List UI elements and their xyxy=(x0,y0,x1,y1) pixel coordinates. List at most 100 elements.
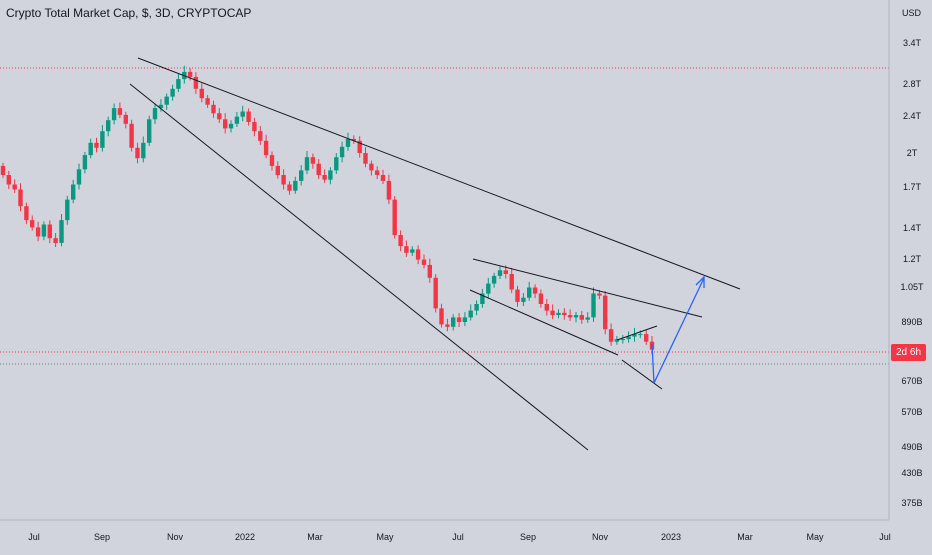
x-tick-label: Sep xyxy=(520,532,536,542)
candle-body xyxy=(24,206,29,221)
x-tick-label: May xyxy=(806,532,824,542)
x-tick-label: Nov xyxy=(592,532,609,542)
x-tick-label: Mar xyxy=(307,532,323,542)
candle-body xyxy=(211,104,216,114)
candle-body xyxy=(129,123,134,148)
candle-body xyxy=(445,324,450,327)
candle-body xyxy=(591,293,596,318)
candle-body xyxy=(620,339,625,341)
candle-body xyxy=(603,295,608,330)
candle-body xyxy=(53,238,58,243)
x-tick-label: May xyxy=(376,532,394,542)
candle-body xyxy=(480,293,485,304)
y-tick-label: 2T xyxy=(907,148,918,158)
candle-body xyxy=(205,98,210,105)
candle-body xyxy=(234,116,240,124)
y-tick-label: 490B xyxy=(901,442,922,452)
candle-body xyxy=(380,175,386,181)
candle-body xyxy=(415,249,421,260)
candle-body xyxy=(626,336,631,340)
candle-body xyxy=(6,175,11,185)
candle-body xyxy=(550,310,555,316)
candle-body xyxy=(287,184,292,191)
trendline xyxy=(621,359,663,390)
candle-body xyxy=(486,283,491,294)
candle-body xyxy=(439,308,444,325)
y-tick-label: 1.05T xyxy=(900,282,924,292)
candle-body xyxy=(328,170,333,180)
candle-body xyxy=(12,184,17,190)
candle-body xyxy=(158,104,164,109)
candle-body xyxy=(456,317,462,322)
candle-body xyxy=(281,175,286,185)
x-tick-label: Mar xyxy=(737,532,753,542)
candle-body xyxy=(474,304,479,311)
candle-body xyxy=(585,317,590,320)
candle-body xyxy=(421,259,427,265)
y-tick-label: 1.2T xyxy=(903,254,922,264)
candle-body xyxy=(275,165,280,175)
candle-body xyxy=(269,155,275,166)
candle-body xyxy=(509,274,514,290)
chart-title: Crypto Total Market Cap, $, 3D, CRYPTOCA… xyxy=(6,6,252,20)
candle-body xyxy=(339,146,345,158)
candle-body xyxy=(334,157,339,171)
candle-body xyxy=(0,165,6,175)
candle-body xyxy=(351,138,356,141)
candle-body xyxy=(433,277,438,309)
y-tick-label: 3.4T xyxy=(903,38,922,48)
candle-body xyxy=(170,88,175,97)
x-tick-label: Sep xyxy=(94,532,110,542)
candle-body xyxy=(187,71,193,77)
x-tick-label: 2022 xyxy=(235,532,255,542)
candle-body xyxy=(82,155,88,170)
candle-body xyxy=(299,170,304,181)
candle-body xyxy=(135,147,140,159)
candle-body xyxy=(497,270,503,276)
candle-body xyxy=(117,108,123,115)
trendline xyxy=(616,325,658,341)
trendlines xyxy=(129,57,741,451)
candle-body xyxy=(462,317,468,322)
candle-body xyxy=(59,220,64,243)
projection-arrowhead xyxy=(695,275,705,288)
candle-body xyxy=(88,142,93,156)
candle-body xyxy=(567,315,573,318)
candle-body xyxy=(491,275,497,284)
candle-body xyxy=(386,180,392,200)
candle-body xyxy=(258,131,263,141)
candle-body xyxy=(41,224,47,237)
x-axis: Jul Sep Nov 2022 Mar May Jul Sep Nov 2023 Mar May Ju… xyxy=(28,532,891,542)
candle-body xyxy=(375,170,380,175)
projection-arrow xyxy=(651,275,705,384)
candle-body xyxy=(94,142,99,148)
trendline xyxy=(129,83,589,451)
candle-body xyxy=(427,264,432,278)
countdown-price-tag: 2d 6h xyxy=(891,344,926,361)
candle-body xyxy=(263,140,269,156)
trendline xyxy=(472,258,703,318)
candle-body xyxy=(316,163,321,175)
candle-body xyxy=(573,315,579,318)
y-tick-label: 1.7T xyxy=(903,182,922,192)
x-tick-label: Jul xyxy=(28,532,40,542)
candle-body xyxy=(147,119,152,143)
candle-body xyxy=(544,304,549,311)
candle-body xyxy=(152,108,158,120)
candle-body xyxy=(503,270,508,274)
candle-body xyxy=(246,111,251,122)
candle-body xyxy=(106,120,111,132)
y-tick-label: 430B xyxy=(901,468,922,478)
candle-body xyxy=(562,312,567,316)
x-tick-label: Jul xyxy=(452,532,464,542)
candle-body xyxy=(451,317,456,327)
candle-body xyxy=(638,334,643,336)
candle-body xyxy=(363,153,368,164)
candle-body xyxy=(322,175,327,180)
candle-body xyxy=(527,287,532,298)
candle-body xyxy=(310,157,316,164)
candle-body xyxy=(468,310,473,318)
candle-body xyxy=(223,119,228,129)
candle-body xyxy=(579,315,584,320)
